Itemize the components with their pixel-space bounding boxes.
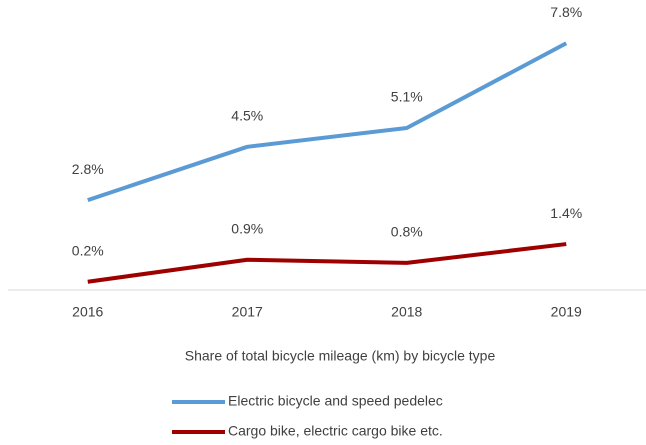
legend-label: Electric bicycle and speed pedelec [228,393,443,409]
data-label: 4.5% [231,108,263,124]
data-label: 0.2% [72,242,104,258]
data-label: 2.8% [72,161,104,177]
x-axis-title: Share of total bicycle mileage (km) by b… [185,348,496,364]
data-label: 7.8% [550,4,582,20]
x-tick-label: 2019 [551,304,582,320]
x-tick-label: 2016 [72,304,103,320]
data-label: 0.8% [391,224,423,240]
series-line [87,242,567,284]
x-tick-label: 2018 [391,304,422,320]
legend-label: Cargo bike, electric cargo bike etc. [228,423,443,439]
data-label: 0.9% [231,220,263,236]
x-tick-label: 2017 [232,304,263,320]
data-label: 5.1% [391,89,423,105]
series-line [87,41,568,203]
data-label: 1.4% [550,205,582,221]
